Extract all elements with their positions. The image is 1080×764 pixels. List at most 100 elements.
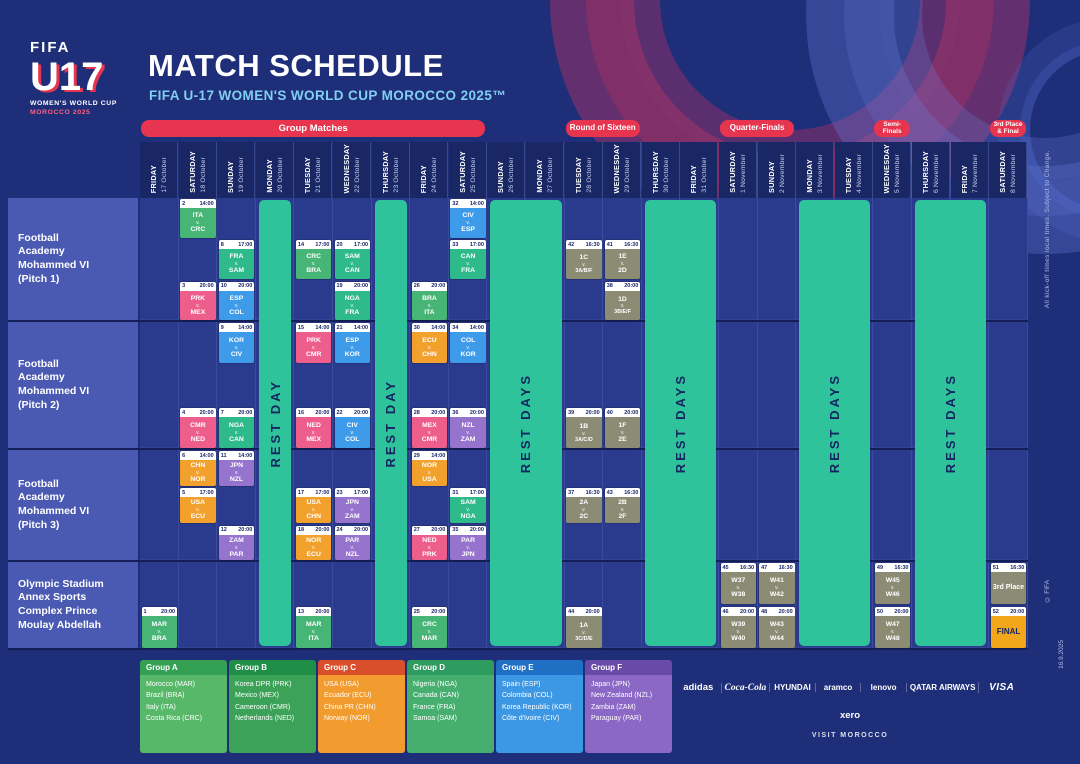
match-header: 30 14:00 [411, 323, 448, 332]
match-number: 21 [336, 324, 343, 331]
match-teams: ESP v. COL [218, 290, 255, 321]
match-cell: 43 16:30 2B v. 2F [604, 488, 641, 524]
versus-label: v. [890, 629, 895, 635]
day-date: 26 October [508, 157, 516, 193]
grid-cell [217, 562, 256, 648]
home-team: CAN [460, 253, 476, 261]
away-team: CAN [344, 267, 360, 275]
day-header: TUESDAY 28 October [564, 142, 603, 198]
match-teams: ESP v. KOR [334, 332, 371, 364]
match-cell: 46 20:00 W39 v. W40 [720, 607, 757, 648]
day-name: TUESDAY [303, 156, 313, 193]
away-team: CMR [421, 435, 438, 443]
match-time: 14:00 [354, 324, 369, 331]
grid-cell [873, 198, 912, 320]
home-team: JPN [345, 499, 359, 507]
sponsor-row-secondary: xero [839, 710, 861, 721]
away-team: SAM [228, 267, 245, 275]
match-header: 6 14:00 [180, 451, 216, 460]
home-team: PRK [190, 294, 206, 302]
grid-cell [140, 450, 179, 560]
versus-label: v. [466, 261, 470, 268]
match-number: 50 [876, 608, 884, 615]
match-time: 14:00 [238, 452, 253, 459]
match-teams: NED v. MEX [295, 417, 332, 449]
match-teams: CMR v. NED [180, 417, 216, 449]
legend-group-name: Group A [140, 660, 227, 675]
home-team: 1D [618, 295, 627, 303]
home-team: W43 [769, 621, 784, 629]
versus-label: v. [311, 261, 316, 268]
match-teams: 1E v. 2D [604, 249, 641, 280]
grid-cell [989, 322, 1028, 448]
match-teams: KOR v. CIV [218, 332, 255, 364]
match-cell: 18 20:00 NOR v. ECU [295, 525, 332, 561]
match-header: 24 20:00 [334, 525, 371, 535]
versus-label: v. [311, 629, 316, 635]
match-header: 19 20:00 [334, 281, 371, 291]
match-header: 3 20:00 [180, 281, 216, 291]
venue-separator [8, 648, 1028, 650]
home-team: NED [306, 422, 321, 430]
grid-cell [989, 450, 1028, 560]
match-time: 14:00 [315, 324, 330, 331]
day-header: SUNDAY 2 November [757, 142, 796, 198]
home-team: NZL [461, 422, 475, 430]
match-cell: 30 14:00 ECU v. CHN [411, 323, 448, 364]
match-cell: 48 20:00 W43 v. W44 [759, 607, 795, 648]
away-team: COL [345, 435, 360, 443]
match-teams: W45 v. W46 [874, 572, 911, 604]
home-team: W37 [731, 577, 746, 585]
match-header: 21 14:00 [334, 323, 371, 332]
rest-label: REST DAY [267, 378, 283, 468]
match-cell: 25 20:00 CRC v. MAR [411, 607, 448, 648]
versus-label: v. [427, 429, 432, 436]
match-teams: JPN v. NZL [218, 460, 255, 486]
match-time: 20:00 [354, 283, 369, 290]
legend-team: Costa Rica (CRC) [146, 714, 203, 722]
home-team: CRC [422, 621, 437, 629]
versus-label: v. [234, 344, 239, 351]
day-name: WEDNESDAY [882, 143, 892, 193]
home-team: KOR [228, 336, 245, 344]
match-number: 49 [876, 564, 884, 571]
day-date: 17 October [161, 157, 169, 193]
match-teams: W37 v. W38 [720, 572, 757, 604]
home-team: 1F [618, 422, 627, 430]
match-teams: COL v. KOR [450, 332, 486, 364]
match-cell: 16 20:00 NED v. MEX [295, 408, 332, 449]
match-teams: CIV v. ESP [450, 208, 486, 238]
home-team: USA [190, 499, 206, 507]
match-cell: 35 20:00 PAR v. JPN [450, 525, 486, 561]
match-header: 39 20:00 [566, 408, 602, 418]
match-header: 18 20:00 [295, 525, 332, 535]
match-teams: W47 v. W48 [874, 616, 911, 648]
away-team: NED [190, 435, 206, 443]
legend-group-name: Group B [229, 660, 316, 675]
day-header: WEDNESDAY 29 October [603, 142, 642, 198]
day-date: 6 November [933, 153, 941, 193]
day-name: THURSDAY [921, 150, 931, 193]
day-name: SATURDAY [728, 151, 738, 193]
away-team: ZAM [460, 435, 476, 443]
match-header: 9 14:00 [218, 323, 255, 332]
match-number: 33 [452, 241, 459, 248]
match-cell: 5 17:00 USA v. ECU [180, 488, 216, 524]
versus-label: v. [311, 429, 316, 436]
match-teams: NZL v. ZAM [450, 417, 486, 449]
legend-group-name: Group E [496, 660, 583, 675]
match-cell: 6 14:00 CHN v. NOR [180, 451, 216, 486]
day-header: FRIDAY 31 October [680, 142, 719, 198]
match-teams: 1C v. 3A/B/F [566, 249, 602, 280]
day-header: SUNDAY 26 October [487, 142, 526, 198]
match-cell: 33 17:00 CAN v. FRA [450, 240, 486, 280]
day-header: THURSDAY 23 October [371, 142, 410, 198]
home-team: FRA [229, 253, 244, 261]
match-header: 27 20:00 [411, 525, 448, 535]
match-time: 20:00 [315, 409, 330, 416]
match-header: 40 20:00 [604, 408, 641, 418]
match-time: 20:00 [238, 283, 253, 290]
home-team: MAR [305, 621, 322, 629]
away-team: ECU [306, 550, 321, 558]
